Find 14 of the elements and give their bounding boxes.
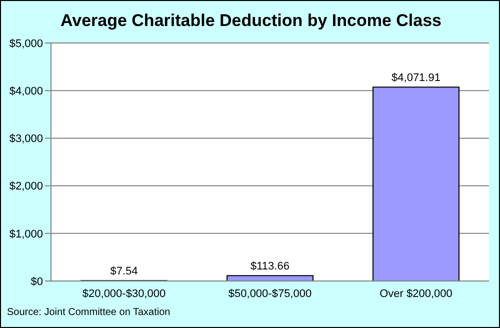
x-tick-label: Over $200,000 [380,288,452,300]
y-tick-label: $5,000 [9,38,43,50]
y-tick-label: $1,000 [9,228,43,240]
y-tick-label: $3,000 [9,133,43,146]
source-note: Source: Joint Committee on Taxation [7,307,170,318]
x-tick-label: $20,000-$30,000 [82,288,166,300]
data-label: $4,071.91 [392,72,440,84]
x-tick-label: $50,000-$75,000 [228,288,312,300]
chart-title: Average Charitable Deduction by Income Class [59,11,443,31]
y-tick-label: $0 [30,276,43,288]
data-label: $113.66 [250,260,290,273]
y-tick-label: $4,000 [9,86,43,98]
data-label: $7.54 [110,266,138,278]
y-tick-label: $2,000 [9,180,43,193]
